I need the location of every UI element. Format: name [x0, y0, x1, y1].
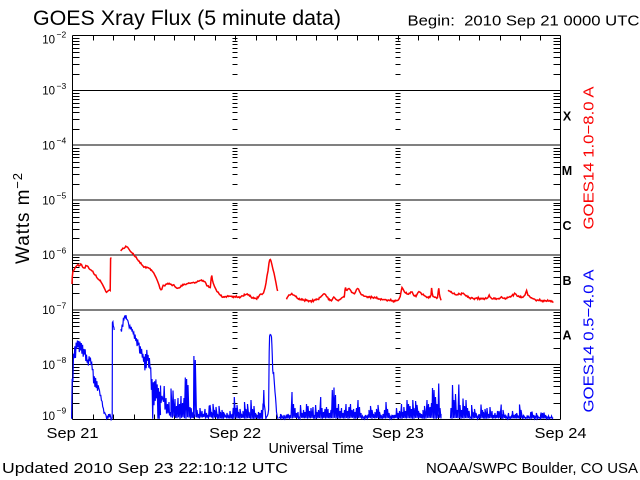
- svg-text:GOES14 1.0−8.0 A: GOES14 1.0−8.0 A: [581, 87, 598, 230]
- svg-text:Watts m−2: Watts m−2: [10, 172, 34, 264]
- svg-text:Universal Time: Universal Time: [269, 440, 364, 457]
- svg-text:10: 10: [42, 140, 55, 152]
- svg-text:−5: −5: [57, 191, 67, 201]
- svg-text:−2: −2: [57, 29, 67, 39]
- svg-text:10: 10: [42, 35, 55, 47]
- svg-text:Sep 22: Sep 22: [209, 425, 261, 442]
- svg-text:Sep 24: Sep 24: [535, 425, 587, 442]
- svg-text:Sep 21: Sep 21: [47, 425, 99, 442]
- svg-text:10: 10: [42, 86, 55, 98]
- svg-text:−7: −7: [57, 300, 67, 310]
- svg-text:M: M: [562, 164, 572, 178]
- svg-text:−3: −3: [57, 81, 67, 91]
- svg-text:−4: −4: [57, 136, 67, 146]
- svg-text:Sep 23: Sep 23: [372, 425, 424, 442]
- svg-text:10: 10: [42, 360, 55, 372]
- svg-text:−9: −9: [57, 406, 67, 416]
- svg-text:10: 10: [42, 195, 55, 207]
- svg-text:GOES14 0.5−4.0 A: GOES14 0.5−4.0 A: [581, 270, 598, 413]
- svg-text:10: 10: [42, 411, 55, 423]
- svg-text:−6: −6: [57, 245, 67, 255]
- svg-text:GOES Xray Flux (5 minute data): GOES Xray Flux (5 minute data): [33, 7, 341, 30]
- svg-text:X: X: [563, 109, 572, 123]
- svg-text:10: 10: [42, 305, 55, 317]
- svg-text:Updated 2010 Sep 23 22:10:12 U: Updated 2010 Sep 23 22:10:12 UTC: [2, 460, 288, 477]
- svg-text:A: A: [562, 329, 571, 343]
- svg-text:B: B: [562, 274, 571, 288]
- svg-text:NOAA/SWPC Boulder, CO USA: NOAA/SWPC Boulder, CO USA: [426, 460, 638, 477]
- svg-text:C: C: [562, 219, 571, 233]
- svg-text:−8: −8: [57, 355, 67, 365]
- svg-text:Begin: 2010 Sep 21 0000 UTC: Begin: 2010 Sep 21 0000 UTC: [408, 13, 640, 30]
- svg-text:10: 10: [42, 250, 55, 262]
